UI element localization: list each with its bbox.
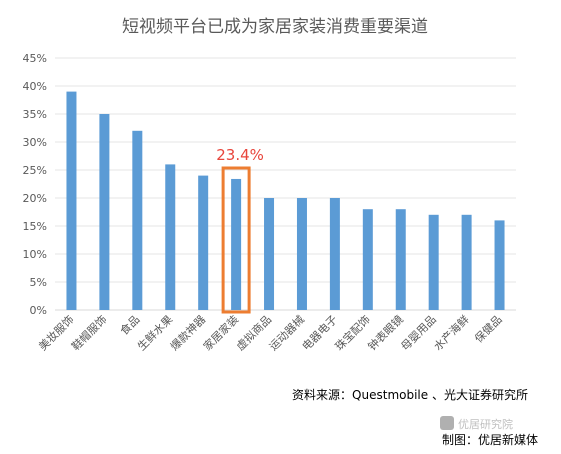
y-tick-label: 20%: [23, 192, 47, 205]
x-tick-label: 钟表眼镜: [365, 312, 406, 353]
y-tick-label: 10%: [23, 248, 47, 261]
bar: [461, 214, 472, 310]
credit-text: 制图：优居新媒体: [442, 432, 538, 447]
bar: [132, 130, 143, 310]
x-tick-label: 美妆服饰: [36, 312, 77, 353]
highlight-group: 23.4%: [216, 146, 264, 314]
x-tick-label: 虚拟商品: [233, 312, 274, 353]
source-note: 资料来源：Questmobile 、光大证券研究所: [292, 387, 528, 402]
x-tick-label: 鞋帽服饰: [69, 312, 110, 353]
x-tick-label: 保健品: [471, 312, 504, 345]
y-axis: 0% 5% 10% 15% 20% 25% 30% 35% 40% 45%: [23, 52, 47, 317]
bar: [428, 214, 439, 310]
y-tick-label: 25%: [23, 164, 47, 177]
y-tick-label: 5%: [30, 276, 47, 289]
x-tick-label: 母婴用品: [398, 313, 438, 353]
x-tick-label: 运动器械: [266, 312, 307, 353]
bar: [395, 209, 406, 310]
bar: [198, 175, 209, 310]
y-tick-label: 15%: [23, 220, 47, 233]
x-tick-label: 珠宝配饰: [332, 312, 373, 353]
watermark-text: 优居研究院: [458, 417, 513, 431]
bar: [264, 198, 275, 310]
bar: [99, 114, 110, 310]
x-tick-label: 生鲜水果: [134, 312, 175, 353]
bars: [66, 91, 505, 310]
highlight-box: [221, 166, 251, 314]
bar: [231, 178, 242, 310]
bar: [296, 198, 307, 310]
grid: [55, 57, 516, 311]
watermark-logo: 优居研究院: [440, 416, 513, 431]
y-tick-label: 45%: [23, 52, 47, 65]
x-tick-label: 电器电子: [300, 313, 340, 353]
y-tick-label: 35%: [23, 108, 47, 121]
bar: [362, 209, 373, 310]
chart-title: 短视频平台已成为家居家装消费重要渠道: [122, 17, 428, 37]
bar: [66, 91, 77, 310]
y-tick-label: 40%: [23, 80, 47, 93]
bar: [329, 198, 340, 310]
bar: [494, 220, 505, 310]
x-tick-label: 家居家装: [200, 312, 241, 353]
x-tick-label: 食品: [117, 312, 142, 337]
bar: [165, 164, 176, 310]
y-tick-label: 0%: [30, 304, 47, 317]
x-tick-label: 水产海鲜: [431, 312, 472, 353]
data-label: 23.4%: [216, 146, 264, 164]
y-tick-label: 30%: [23, 136, 47, 149]
x-tick-label: 爆款神器: [167, 312, 208, 353]
